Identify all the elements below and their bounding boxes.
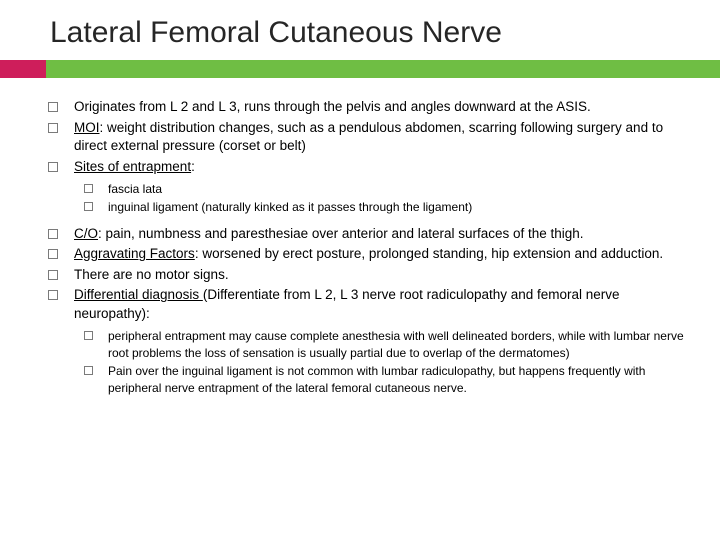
list-item: Differential diagnosis (Differentiate fr… [44,286,684,403]
slide-content: Originates from L 2 and L 3, runs throug… [0,78,720,404]
accent-bar [0,60,720,78]
list-item-label: MOI [74,120,100,135]
list-item-label: Aggravating Factors [74,246,195,261]
sub-bullet-list: fascia lata inguinal ligament (naturally… [74,177,684,223]
sub-list-item: inguinal ligament (naturally kinked as i… [74,199,684,216]
list-item: C/O: pain, numbness and paresthesiae ove… [44,225,684,244]
list-item-text: : [191,159,195,174]
list-item-text: : pain, numbness and paresthesiae over a… [98,226,584,241]
list-item: Sites of entrapment: fascia lata inguina… [44,158,684,223]
list-item-text: Originates from L 2 and L 3, runs throug… [74,99,591,114]
slide-title: Lateral Femoral Cutaneous Nerve [0,0,720,60]
list-item-label: C/O [74,226,98,241]
sub-list-item: Pain over the inguinal ligament is not c… [74,363,684,397]
bullet-list: Originates from L 2 and L 3, runs throug… [44,98,684,404]
list-item-text: : weight distribution changes, such as a… [74,120,663,154]
sub-list-item-text: peripheral entrapment may cause complete… [108,329,684,360]
list-item: MOI: weight distribution changes, such a… [44,119,684,156]
list-item-text: There are no motor signs. [74,267,229,282]
sub-list-item-text: Pain over the inguinal ligament is not c… [108,364,645,395]
sub-list-item: fascia lata [74,181,684,198]
sub-list-item-text: fascia lata [108,182,162,196]
list-item: There are no motor signs. [44,266,684,285]
list-item-text: : worsened by erect posture, prolonged s… [195,246,663,261]
sub-bullet-list: peripheral entrapment may cause complete… [74,324,684,404]
list-item: Originates from L 2 and L 3, runs throug… [44,98,684,117]
sub-list-item-text: inguinal ligament (naturally kinked as i… [108,200,472,214]
list-item-label: Differential diagnosis [74,287,203,302]
list-item: Aggravating Factors: worsened by erect p… [44,245,684,264]
list-item-label: Sites of entrapment [74,159,191,174]
sub-list-item: peripheral entrapment may cause complete… [74,328,684,362]
